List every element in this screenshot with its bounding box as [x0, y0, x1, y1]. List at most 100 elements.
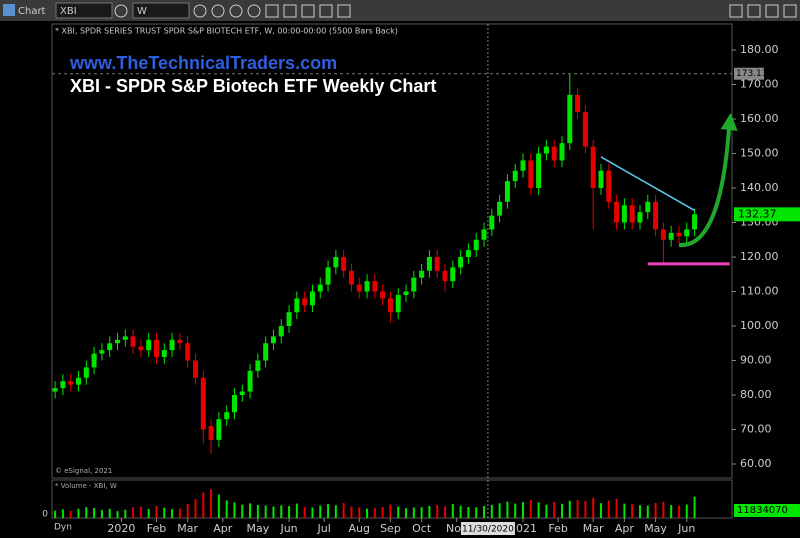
volume-bar	[553, 501, 556, 518]
volume-bar	[428, 505, 431, 518]
candle-body	[255, 360, 261, 371]
volume-bar	[249, 503, 252, 518]
candle-body	[91, 353, 97, 368]
x-tick-label: Apr	[615, 522, 635, 535]
x-tick-label: 2021	[509, 522, 537, 535]
candle-body	[582, 112, 588, 147]
volume-bar	[77, 508, 80, 518]
candle-body	[637, 212, 643, 223]
candle-body	[387, 298, 393, 313]
candle-body	[200, 377, 206, 430]
candle-body	[177, 339, 183, 344]
candle-body	[192, 360, 198, 378]
volume-bar	[202, 492, 205, 518]
volume-bar	[646, 505, 649, 518]
candle-body	[395, 294, 401, 313]
toolbar-icons[interactable]	[193, 4, 797, 18]
volume-bar	[256, 505, 259, 518]
volume-bar	[545, 504, 548, 518]
price-pane	[51, 23, 733, 479]
volume-bar	[389, 504, 392, 518]
volume-bar	[373, 507, 376, 518]
volume-bar	[186, 503, 189, 518]
copyright: © eSignal, 2021	[55, 467, 112, 475]
candle-body	[333, 257, 339, 268]
volume-bar	[280, 505, 283, 518]
trendline	[600, 156, 695, 212]
x-tick-label: Mar	[177, 522, 198, 535]
volume-bar	[607, 500, 610, 518]
y-tick-label: 110.00	[740, 285, 779, 298]
symbol-input[interactable]	[55, 2, 113, 19]
candle-body	[458, 257, 464, 268]
volume-bar	[584, 501, 587, 518]
candle-body	[621, 205, 627, 223]
volume-bar	[116, 511, 119, 518]
volume-bar	[155, 505, 158, 518]
volume-bar	[677, 505, 680, 518]
y-tick-label: 120.00	[740, 250, 779, 263]
volume-bar	[358, 507, 361, 518]
refresh-button[interactable]	[114, 4, 128, 18]
volume-bar	[475, 507, 478, 518]
volume-bar	[210, 489, 213, 518]
candle-body	[138, 346, 144, 351]
forecast-arrow	[678, 118, 732, 247]
candle-body	[434, 257, 440, 271]
volume-bar	[529, 499, 532, 518]
volume-bar	[444, 506, 447, 518]
volume-bar	[163, 507, 166, 518]
volume-bar	[592, 497, 595, 518]
volume-bar	[350, 506, 353, 518]
x-tick-label: Jun	[279, 522, 297, 535]
volume-bar	[217, 494, 220, 518]
candle-body	[76, 377, 82, 385]
y-tick-label: 90.00	[740, 354, 772, 367]
candle-body	[684, 229, 690, 237]
candle-body	[325, 267, 331, 285]
volume-bar	[483, 506, 486, 518]
volume-bar	[514, 503, 517, 518]
y-tick-label: 160.00	[740, 112, 779, 125]
volume-bar	[171, 509, 174, 518]
candle-body	[528, 160, 534, 188]
volume-bar	[334, 505, 337, 518]
volume-bar	[568, 500, 571, 518]
symbol: XBI	[60, 6, 77, 17]
candle-body	[146, 339, 152, 351]
volume-bar	[537, 502, 540, 518]
x-tick-label: May	[246, 522, 269, 535]
axis-mode[interactable]: Dyn	[54, 523, 72, 533]
volume-bar	[147, 509, 150, 518]
volume-bar	[397, 506, 400, 518]
volume-bar	[490, 504, 493, 518]
volume-bar	[506, 501, 509, 518]
y-tick-label: 70.00	[740, 423, 772, 436]
candle-body	[302, 298, 308, 306]
candle-body	[278, 326, 284, 337]
volume-bar	[420, 507, 423, 518]
x-tick-label: 2020	[107, 522, 135, 535]
app-icon	[3, 4, 15, 16]
candle-body	[247, 370, 253, 392]
candle-body	[606, 170, 612, 202]
candle-body	[380, 291, 386, 299]
interval-input[interactable]	[132, 2, 190, 19]
candle-body	[169, 339, 175, 351]
x-tick-label: Oct	[412, 522, 432, 535]
volume-bar	[662, 501, 665, 518]
candle-body	[692, 214, 698, 230]
x-tick-label: Sep	[380, 522, 401, 535]
volume-bar	[295, 503, 298, 518]
candle-body	[442, 270, 448, 282]
x-tick-label: Feb	[548, 522, 567, 535]
candle-body	[543, 146, 549, 154]
volume-bar	[132, 507, 135, 518]
y-tick-label: 150.00	[740, 147, 779, 160]
volume-bar	[631, 504, 634, 518]
volume-bar	[436, 505, 439, 518]
candle-body	[645, 201, 651, 213]
volume-bar	[93, 508, 96, 518]
volume-bar	[311, 507, 314, 518]
volume-bar	[194, 499, 197, 518]
